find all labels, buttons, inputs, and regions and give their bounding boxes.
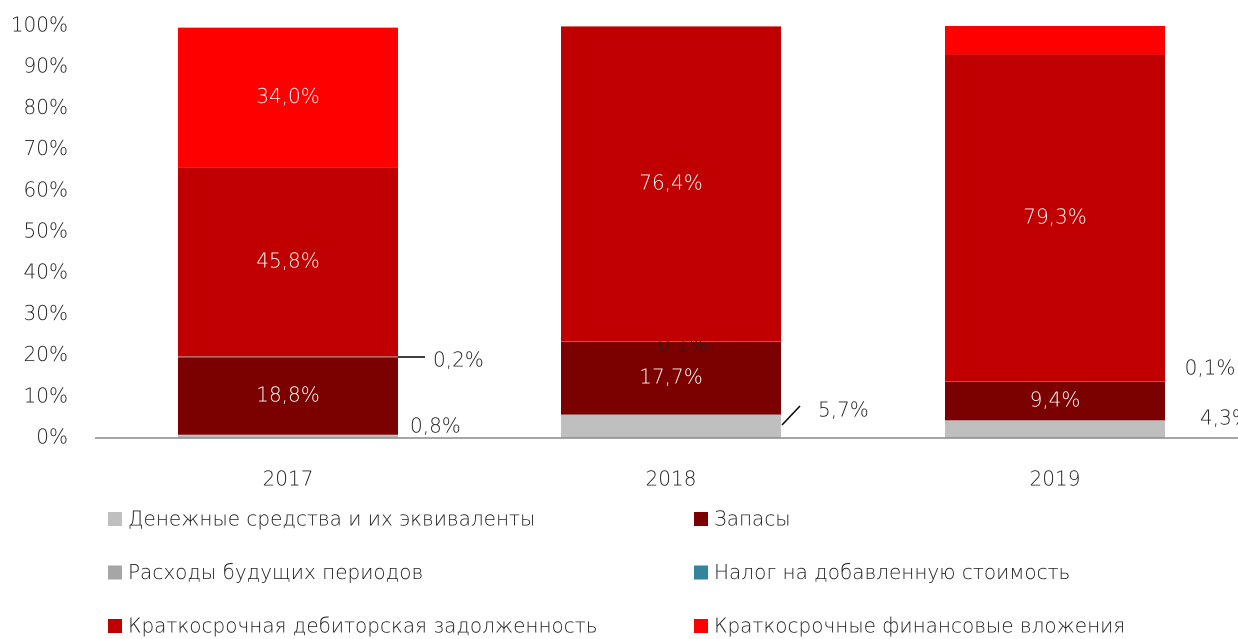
data-label: 76,4% (639, 170, 703, 194)
y-tick-label: 40% (24, 260, 68, 284)
data-label: 34,0% (256, 84, 320, 108)
bar-segment (178, 357, 398, 435)
y-tick-label: 80% (24, 95, 68, 119)
legend-swatch (694, 512, 708, 526)
data-label: 5,7% (818, 398, 869, 422)
y-tick-label: 20% (24, 342, 68, 366)
data-label: 0,2% (433, 348, 484, 372)
bar-segment (178, 27, 398, 168)
legend-swatch (694, 619, 708, 633)
legend-label: Расходы будущих периодов (128, 560, 423, 584)
legend-label: Краткосрочная дебиторская задолженность (128, 614, 598, 638)
y-tick-label: 100% (11, 13, 68, 37)
bar-segment (178, 167, 398, 357)
y-tick-label: 0% (36, 425, 68, 449)
y-tick-label: 60% (24, 177, 68, 201)
data-label: 9,4% (1030, 387, 1081, 411)
legend-swatch (694, 565, 708, 580)
data-label: 4,3% (1200, 406, 1238, 430)
x-tick-label: 2019 (1030, 467, 1081, 491)
data-label: 45,8% (256, 249, 320, 273)
bar-segment (561, 26, 781, 342)
bar-segment (945, 54, 1165, 382)
legend-label: Запасы (714, 507, 791, 531)
data-label: 79,3% (1023, 204, 1087, 228)
legend-label: Краткосрочные финансовые вложения (714, 614, 1125, 638)
bar-segment (561, 341, 781, 415)
legend-label: Налог на добавленную стоимость (714, 560, 1070, 584)
leader-line (781, 405, 801, 426)
data-label: 0,8% (410, 414, 461, 438)
bar-segment (561, 414, 781, 438)
bar-segment (945, 381, 1165, 421)
y-tick-label: 90% (24, 54, 68, 78)
legend-swatch (108, 619, 122, 633)
legend-swatch (108, 565, 122, 580)
legend-label: Денежные средства и их эквиваленты (128, 507, 535, 531)
y-tick-label: 70% (24, 136, 68, 160)
y-tick-label: 50% (24, 219, 68, 243)
data-label: 18,8% (256, 382, 320, 406)
bar-segment (178, 356, 398, 358)
legend-swatch (108, 512, 122, 526)
y-tick-label: 10% (24, 383, 68, 407)
bar-segment (178, 434, 398, 438)
data-label: 0,1% (1185, 356, 1236, 380)
bar-segment (945, 26, 1165, 55)
x-tick-label: 2018 (646, 467, 697, 491)
x-tick-label: 2017 (263, 467, 314, 491)
bar-segment (945, 420, 1165, 438)
y-tick-label: 30% (24, 301, 68, 325)
data-label: 17,7% (639, 365, 703, 389)
